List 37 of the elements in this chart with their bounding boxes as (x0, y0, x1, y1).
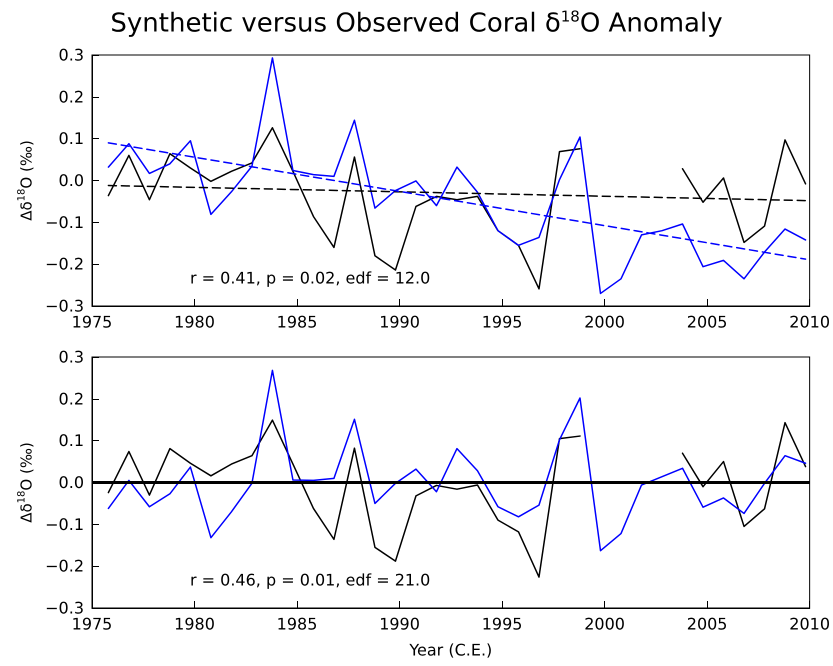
y-tick-label: 0.2 (58, 389, 84, 408)
line-series (108, 57, 806, 294)
x-tick-label: 2010 (789, 614, 830, 634)
y-tick-label: 0.1 (58, 129, 84, 148)
x-tick-label: 1985 (276, 614, 318, 634)
y-tick-label: −0.3 (45, 296, 84, 316)
line-series (108, 370, 806, 552)
x-tick-label: 1975 (72, 614, 112, 634)
y-tick-label: 0.1 (58, 431, 84, 450)
y-tick-label: 0.3 (58, 348, 84, 366)
x-tick-label: 1995 (482, 312, 522, 332)
y-tick-label: −0.1 (45, 212, 84, 232)
annotation: r = 0.41, p = 0.02, edf = 12.0 (190, 268, 430, 288)
x-axis-title: Year (C.E.) (408, 640, 492, 660)
y-tick-label: 0.0 (58, 473, 84, 492)
x-tick-label: 1985 (276, 312, 318, 332)
y-tick-label: −0.2 (45, 254, 84, 274)
y-axis-title: Δδ18O (‰) (16, 442, 36, 523)
y-tick-label: 0.3 (58, 46, 84, 64)
x-tick-label: 2010 (789, 312, 830, 332)
x-tick-label: 2000 (584, 312, 625, 332)
y-axis-title: Δδ18O (‰) (16, 140, 36, 221)
x-tick-label: 1980 (174, 614, 215, 634)
x-tick-label: 1990 (379, 614, 420, 634)
y-tick-label: 0.0 (58, 171, 84, 190)
x-tick-label: 2005 (686, 312, 728, 332)
x-tick-label: 1990 (379, 312, 420, 332)
y-tick-label: −0.2 (45, 556, 84, 576)
x-tick-label: 1975 (72, 312, 112, 332)
x-tick-label: 2000 (584, 614, 625, 634)
annotation: r = 0.46, p = 0.01, edf = 21.0 (190, 570, 430, 590)
y-tick-label: 0.2 (58, 87, 84, 106)
y-tick-label: −0.1 (45, 514, 84, 534)
x-tick-label: 2005 (686, 614, 728, 634)
x-tick-label: 1980 (174, 312, 215, 332)
y-tick-label: −0.3 (45, 598, 84, 618)
x-tick-label: 1995 (482, 614, 522, 634)
